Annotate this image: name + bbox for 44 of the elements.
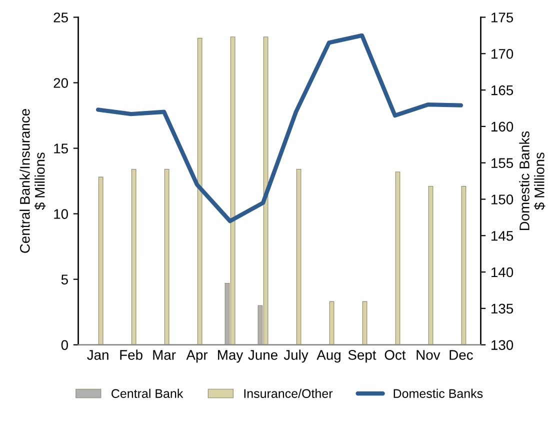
y-tick-label: 10 — [54, 209, 68, 219]
x-tick-label: Dec — [450, 350, 473, 360]
y2-tick-label: 170 — [492, 48, 514, 59]
y2-axis-title: Domestic Banks $ Millions — [519, 131, 546, 230]
bar — [428, 186, 434, 345]
x-tick-label: Aug — [316, 350, 340, 363]
x-tick-label: Oct — [384, 350, 406, 360]
bar — [164, 168, 170, 345]
x-tick-label: May — [218, 350, 244, 363]
y-tick-label: 0 — [61, 340, 68, 350]
y2-tick-label: 130 — [492, 340, 514, 350]
y2-tick-label: 155 — [492, 158, 514, 168]
bar — [296, 168, 302, 345]
bar — [461, 186, 466, 345]
legend-label: Domestic Banks — [394, 388, 483, 398]
x-tick-label: Nov — [416, 350, 440, 360]
y-tick-label: 5 — [61, 274, 68, 284]
x-tick-label: Feb — [120, 350, 142, 360]
y2-tick-label: 165 — [492, 85, 514, 96]
bar — [98, 176, 104, 345]
y2-tick-label: 145 — [492, 231, 514, 241]
x-tick-label: July — [284, 350, 308, 363]
bar — [362, 301, 368, 345]
bar — [329, 301, 334, 345]
y2-tick-label: 140 — [492, 267, 514, 278]
line-series — [96, 33, 464, 224]
y2-tick-label: 150 — [492, 194, 514, 204]
legend-label: Insurance/Other — [244, 388, 333, 398]
x-tick-label: June — [248, 350, 278, 360]
y-tick-label: 20 — [54, 78, 68, 88]
y2-tick-label: 135 — [492, 304, 514, 314]
x-tick-label: Sept — [348, 350, 376, 363]
y-tick-label: 25 — [54, 12, 68, 22]
y-tick-label: 15 — [54, 144, 68, 154]
y-axis-title: Central Bank/Insurance $ Millions — [20, 109, 46, 253]
y2-tick-label: 175 — [492, 12, 514, 22]
legend-label: Central Bank — [112, 388, 184, 398]
bar — [131, 168, 136, 345]
bar — [197, 38, 202, 345]
x-tick-label: Mar — [153, 350, 176, 360]
y2-tick-label: 160 — [492, 122, 514, 132]
x-tick-label: Apr — [186, 350, 208, 363]
bar — [395, 172, 400, 345]
x-tick-label: Jan — [87, 350, 108, 360]
